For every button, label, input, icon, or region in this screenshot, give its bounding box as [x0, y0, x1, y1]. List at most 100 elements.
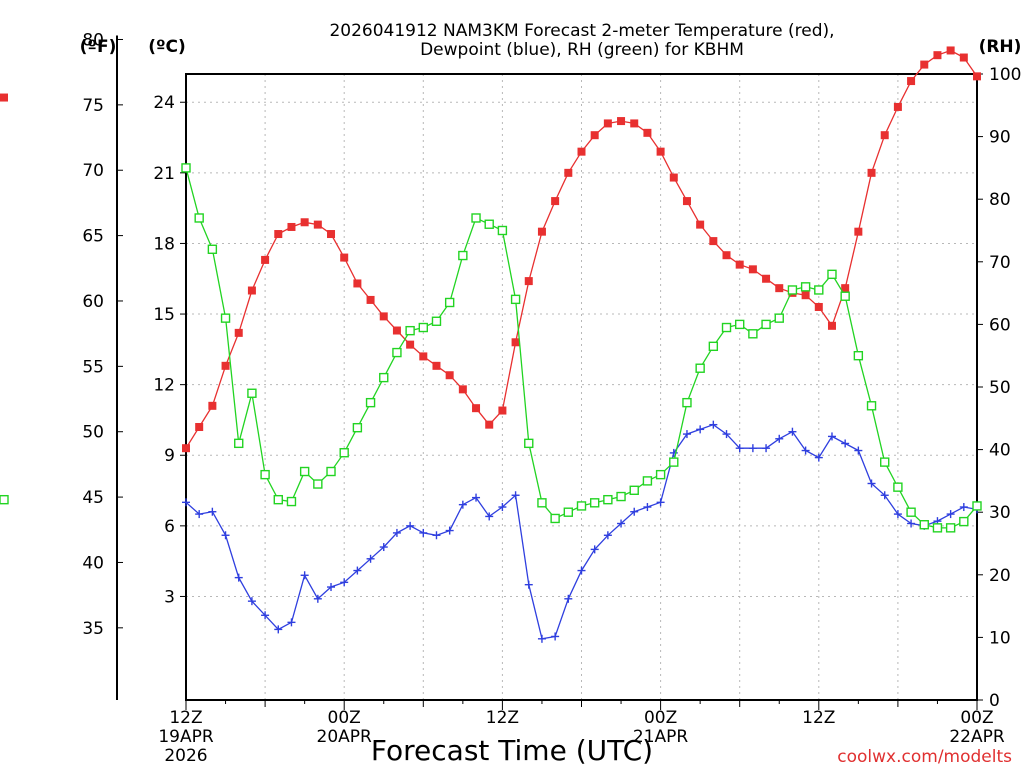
temperature-point: [392, 326, 401, 335]
temperature-point: [907, 77, 916, 86]
rh-point: [537, 498, 547, 508]
dewpoint-point: [287, 618, 296, 627]
dewpoint-point: [788, 427, 797, 436]
rh-tick-label: 90: [989, 128, 1011, 148]
rh-point: [642, 476, 653, 486]
rh-point: [721, 322, 732, 333]
rh-point: [695, 363, 705, 373]
temperature-point: [195, 423, 204, 432]
dewpoint-point: [274, 625, 283, 634]
rh-point: [959, 516, 969, 527]
dewpoint-point: [880, 491, 889, 500]
dewpoint-point: [195, 510, 204, 519]
rh-point: [273, 494, 283, 505]
x-tick-label-time: 12Z: [169, 708, 202, 728]
x-axis-title: Forecast Time (UTC): [371, 734, 653, 767]
celsius-tick-label: 3: [164, 587, 175, 607]
dewpoint-point: [696, 425, 705, 434]
dewpoint-point: [722, 430, 731, 439]
rh-point: [418, 322, 428, 333]
temperature-point: [590, 131, 599, 140]
dewpoint-point: [208, 507, 217, 516]
temperature-point: [880, 131, 889, 140]
dewpoint-point: [353, 566, 362, 575]
rh-tick-label: 70: [989, 253, 1011, 273]
dewpoint-point: [419, 528, 428, 537]
rh-point: [313, 479, 323, 489]
temperature-point: [300, 218, 309, 227]
rh-point: [866, 401, 877, 411]
dewpoint-point: [643, 503, 652, 512]
rh-point: [484, 219, 494, 229]
rh-point: [972, 501, 982, 511]
fahrenheit-tick-label: 80: [82, 30, 104, 50]
rh-point: [431, 316, 442, 326]
rh-point: [880, 457, 890, 467]
temperature-point: [748, 265, 757, 274]
temperature-point: [247, 286, 256, 295]
temperature-point: [564, 168, 573, 177]
rh-point: [286, 496, 297, 507]
rh-point: [405, 325, 415, 336]
dewpoint-point: [247, 597, 256, 606]
dewpoint-point: [221, 531, 230, 540]
dewpoint-point: [498, 503, 507, 512]
celsius-tick-label: 21: [153, 164, 175, 184]
temperature-point: [775, 284, 784, 293]
rh-point: [814, 285, 824, 295]
rh-point: [247, 388, 257, 398]
temperature-point: [498, 406, 507, 415]
rh-point: [352, 422, 363, 433]
temperature-point: [485, 420, 494, 429]
dewpoint-point: [682, 430, 691, 439]
temperature-point: [511, 338, 520, 347]
fahrenheit-tick-label: 50: [82, 423, 104, 443]
temperature-point: [656, 147, 665, 156]
tick-labels: 35 40 45 50 55 60 65 70 75 80 3 6 9 12 15 18 21 24 0 10 20 30…: [82, 30, 1021, 766]
dewpoint-point: [485, 512, 494, 521]
rh-point: [761, 319, 771, 330]
rh-point: [919, 520, 929, 530]
rh-point: [524, 438, 534, 449]
dewpoint-point: [445, 526, 454, 535]
dewpoint-point: [590, 545, 599, 554]
temperature-point: [762, 274, 771, 283]
temperature-point: [603, 119, 612, 128]
temperature-point: [801, 291, 810, 300]
rh-point: [234, 438, 244, 449]
x-tick-label-time: 00Z: [644, 708, 677, 728]
rh-tick-label: 0: [989, 691, 1000, 711]
dewpoint-point: [709, 420, 718, 429]
dewpoint-point: [748, 444, 757, 453]
dewpoint-point: [472, 493, 481, 502]
x-tick-label-date: 20APR: [317, 727, 373, 747]
rh-point: [893, 482, 903, 492]
temperature-point: [959, 53, 968, 62]
rh-point: [800, 282, 811, 292]
dewpoint-point: [340, 578, 349, 587]
dewpoint-point: [406, 521, 415, 530]
temperature-point: [537, 227, 546, 236]
chart-title-line2: Dewpoint (blue), RH (green) for KBHM: [420, 40, 744, 60]
dewpoint-point: [551, 632, 560, 641]
celsius-tick-label: 6: [164, 517, 175, 537]
temperature-point: [353, 279, 362, 288]
dewpoint-point: [379, 543, 388, 552]
rh-point: [748, 329, 758, 339]
rh-point: [379, 372, 389, 383]
celsius-tick-label: 24: [153, 93, 175, 113]
rh-point: [629, 485, 639, 495]
x-tick-label-time: 12Z: [802, 708, 835, 728]
temperature-point: [419, 352, 428, 361]
rh-tick-label: 20: [989, 566, 1011, 586]
x-tick-label-year: 2026: [164, 746, 207, 766]
rh-tick-label: 80: [989, 190, 1011, 210]
dewpoint-point: [630, 507, 639, 516]
rh-point: [326, 466, 336, 477]
axes: [116, 35, 983, 710]
rh-point: [207, 244, 218, 254]
rh-point: [906, 507, 916, 517]
rh-point: [510, 294, 521, 305]
dewpoint-point: [827, 432, 836, 441]
temperature-point: [379, 312, 388, 321]
